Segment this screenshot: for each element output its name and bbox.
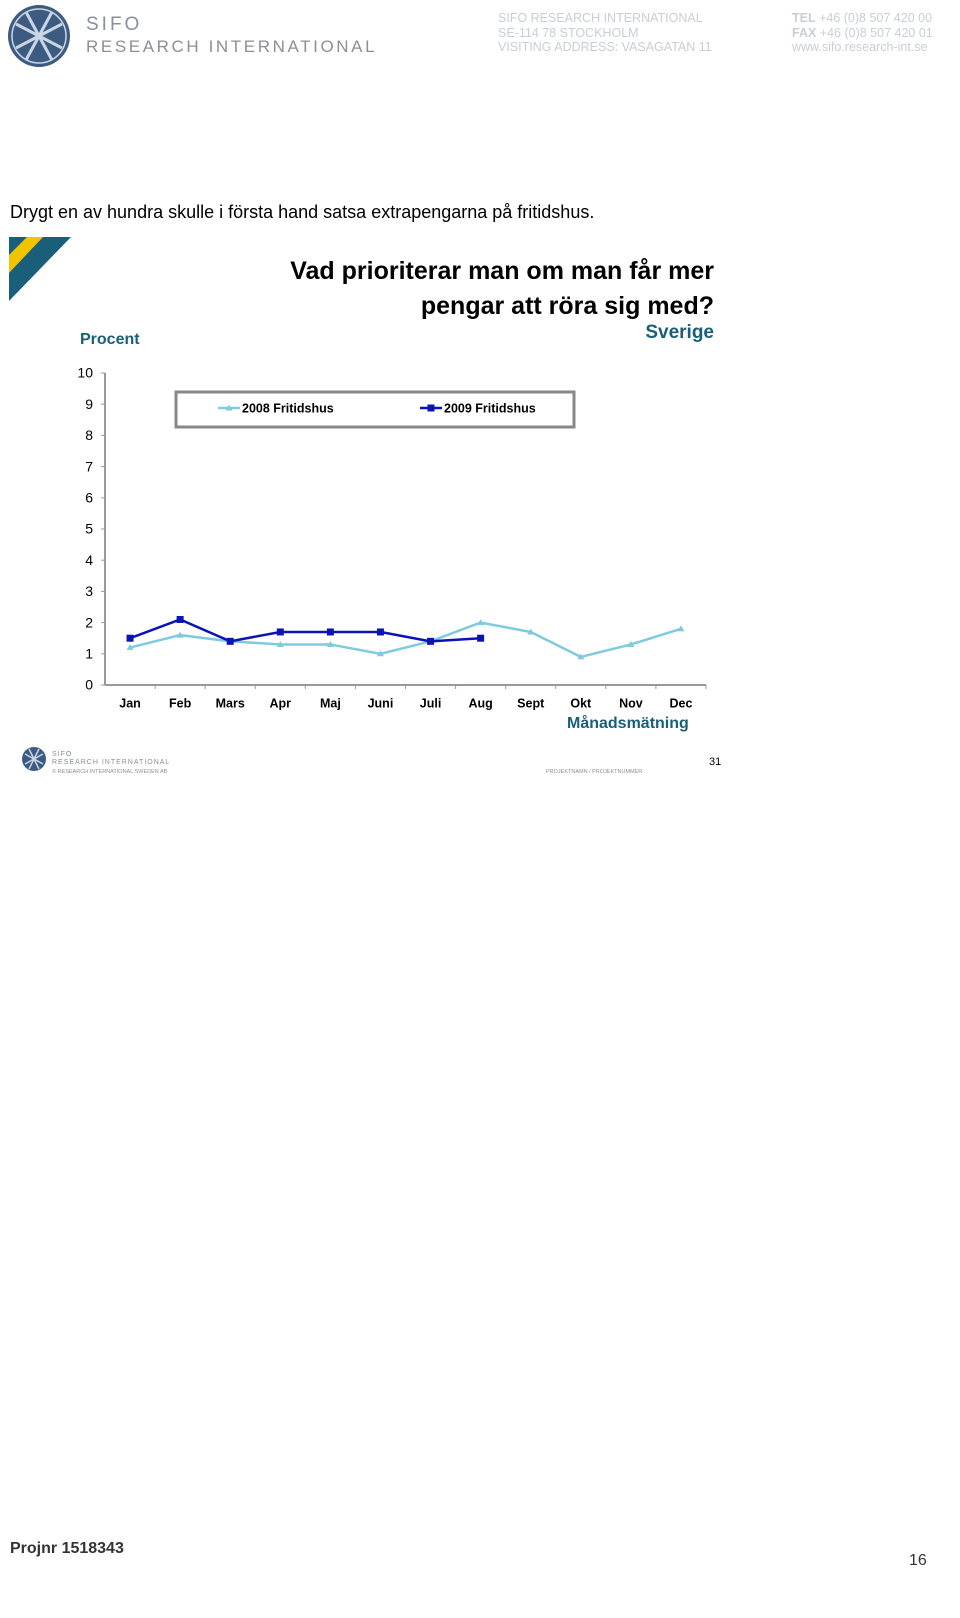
line-marker (326, 640, 334, 647)
address-line: VISITING ADDRESS: VASAGATAN 11 (498, 40, 712, 54)
line-marker (176, 631, 184, 638)
line-marker (527, 628, 535, 635)
y-tick-label: 5 (85, 521, 93, 537)
project-number: Projnr 1518343 (10, 1540, 124, 1557)
legend-box (174, 390, 576, 429)
footer-logo-text: SIFO (52, 751, 73, 758)
contact-value: +46 (0)8 507 420 00 (819, 11, 933, 25)
address-line: SE-114 78 STOCKHOLM (498, 25, 639, 40)
page-number: 16 (909, 1552, 927, 1569)
x-tick-label: Feb (169, 696, 192, 710)
y-tick-label: 3 (85, 583, 93, 599)
project-placeholder: PROJEKTNAMN / PROJEKTNUMMER (546, 769, 643, 775)
legend-label: 2008 Fritidshus (242, 401, 334, 415)
line-marker (627, 640, 635, 647)
line-marker (326, 628, 334, 636)
x-tick-label: Jan (119, 696, 141, 710)
x-tick-label: Juli (420, 696, 442, 710)
y-tick-label: 0 (85, 677, 93, 693)
logo-mark (8, 5, 70, 67)
y-tick-label: 6 (85, 490, 93, 506)
series-line (129, 621, 682, 659)
y-tick-label: 2 (85, 614, 93, 630)
line-marker (477, 634, 485, 642)
line-marker (376, 628, 384, 636)
line-marker (276, 628, 284, 636)
slide-number: 31 (709, 756, 722, 768)
y-tick-label: 9 (85, 396, 93, 412)
series-line (129, 618, 481, 643)
line-marker (276, 640, 284, 647)
y-tick-label: 4 (85, 552, 93, 568)
line-marker (126, 644, 134, 651)
x-tick-label: Okt (570, 696, 592, 710)
x-tick-label: Sept (517, 696, 545, 710)
logo-text: RESEARCH INTERNATIONAL (86, 37, 378, 56)
line-marker (176, 615, 184, 623)
line-marker (577, 653, 585, 660)
copyright: © RESEARCH INTERNATIONAL SWEDEN AB (52, 769, 168, 775)
footer-logo-text: RESEARCH INTERNATIONAL (52, 759, 171, 766)
line-marker (677, 625, 685, 632)
x-axis-label: Månadsmätning (567, 715, 689, 732)
x-tick-label: Apr (270, 696, 292, 710)
slide-flag (9, 237, 71, 301)
contact-label: TEL (792, 11, 816, 25)
y-tick-label: 7 (85, 458, 93, 474)
contact-value: www.sifo.research-int.se (792, 40, 928, 54)
y-tick-label: 10 (77, 365, 93, 381)
contact-label: FAX (792, 25, 817, 40)
line-marker (376, 650, 384, 657)
contact-value: +46 (0)8 507 420 01 (819, 25, 933, 40)
contact: TEL +46 (0)8 507 420 00 FAX +46 (0)8 507… (792, 11, 933, 55)
footer-logo-mark (22, 747, 46, 771)
x-tick-label: Aug (468, 696, 492, 710)
line-marker (477, 619, 485, 626)
logo-text: SIFO (86, 14, 143, 35)
chart-title: Vad prioriterar man om man får mer penga… (290, 257, 714, 320)
x-tick-label: Nov (619, 696, 643, 710)
line-marker (427, 404, 435, 412)
chart-subtitle: Sverige (645, 322, 714, 343)
intro-text: Drygt en av hundra skulle i första hand … (10, 202, 595, 222)
y-tick-label: 8 (85, 427, 93, 443)
line-marker (427, 637, 435, 645)
y-tick-label: 1 (85, 646, 93, 662)
line-marker (126, 634, 134, 642)
address: SIFO RESEARCH INTERNATIONAL SE-114 78 ST… (498, 11, 712, 55)
x-tick-label: Dec (669, 696, 692, 710)
x-tick-label: Mars (216, 696, 245, 710)
address-line: SIFO RESEARCH INTERNATIONAL (498, 11, 703, 25)
line-marker (226, 637, 234, 645)
x-tick-label: Juni (368, 696, 394, 710)
x-tick-label: Maj (320, 696, 341, 710)
legend-label: 2009 Fritidshus (444, 401, 536, 415)
chart: 0 1 2 3 4 5 6 7 8 9 10 Jan Feb Mars Apr Maj Juni Juli Aug S… (77, 365, 707, 710)
y-axis-label: Procent (80, 331, 140, 348)
line-marker (225, 404, 233, 411)
